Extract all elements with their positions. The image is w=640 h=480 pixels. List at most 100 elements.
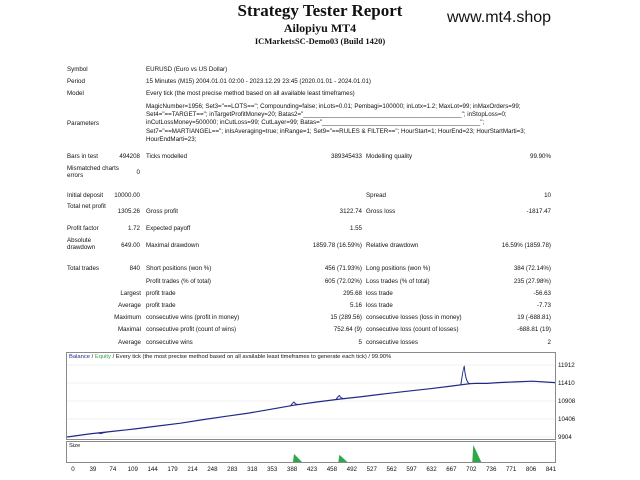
x-tick-label: 632 xyxy=(426,466,437,473)
acw-label: consecutive wins xyxy=(146,339,193,346)
lt-value: 235 (27.98%) xyxy=(513,278,551,285)
deposit-value: 10000.00 xyxy=(114,192,140,199)
mcw-value: 15 (289.56) xyxy=(330,314,362,321)
mismatch-label: Mismatched charts errors xyxy=(67,165,119,179)
equity-spike xyxy=(460,365,471,385)
ep-label: Expected payoff xyxy=(146,225,191,232)
bars-label: Bars in test xyxy=(67,153,98,160)
quality-label: Modelling quality xyxy=(366,153,413,160)
long-value: 384 (72.14%) xyxy=(513,265,551,272)
legend-description: / Every tick (the most precise method ba… xyxy=(112,354,392,360)
mcl-label: consecutive losses (loss in money) xyxy=(366,314,462,321)
x-tick-label: 806 xyxy=(525,466,537,473)
pf-label: Profit factor xyxy=(67,225,99,232)
alt-label: loss trade xyxy=(366,302,393,309)
x-tick-label: 423 xyxy=(306,466,318,473)
quality-value: 99.90% xyxy=(530,153,551,160)
volume-label: Size xyxy=(69,443,81,449)
x-tick-label: 736 xyxy=(486,466,497,473)
equity-spike xyxy=(97,431,108,435)
x-tick-label: 562 xyxy=(386,466,397,473)
mcw-label: consecutive wins (profit in money) xyxy=(146,314,240,321)
acw-value: 5 xyxy=(358,339,362,346)
trades-label: Total trades xyxy=(67,265,99,272)
pt-label: Profit trades (% of total) xyxy=(146,278,211,285)
parameters-line: Set7="==MARTIANGEL=="; inIsAveraging=tru… xyxy=(146,128,526,135)
mcl-value: 19 (-688.81) xyxy=(517,314,551,321)
balance-chart-plot xyxy=(66,364,556,438)
alt-value: -7.73 xyxy=(536,302,551,309)
short-label: Short positions (won %) xyxy=(146,265,212,272)
apt-value: 5.16 xyxy=(349,302,362,309)
x-tick-label: 353 xyxy=(266,466,278,473)
x-tick-label: 597 xyxy=(406,466,417,473)
balance-chart: Balance / Equity / Every tick (the most … xyxy=(66,352,556,440)
bars-value: 494208 xyxy=(119,153,140,160)
mcll-label: consecutive loss (count of losses) xyxy=(366,326,459,333)
grossprofit-value: 3122.74 xyxy=(339,208,362,215)
lpt-value: 295.68 xyxy=(343,290,362,297)
parameters-line: HourEndMarti=23; xyxy=(146,136,197,143)
pf-value: 1.72 xyxy=(127,225,140,232)
x-tick-label: 39 xyxy=(89,466,97,473)
mcp-value: 752.64 (9) xyxy=(333,326,362,333)
x-tick-label: 283 xyxy=(227,466,238,473)
x-tick-label: 109 xyxy=(127,466,138,473)
volume-plot xyxy=(292,444,482,462)
symbol-value: EURUSD (Euro vs US Dollar) xyxy=(146,66,228,73)
maxdd-label: Maximal drawdown xyxy=(146,242,199,249)
x-tick-label: 702 xyxy=(466,466,477,473)
x-tick-label: 388 xyxy=(286,466,298,473)
volume-bar xyxy=(338,454,348,462)
legend-balance: Balance xyxy=(69,354,90,360)
model-value: Every tick (the most precise method base… xyxy=(146,90,355,97)
parameters-line: inCutLossMoney=500000; inCutLoss=99; Cut… xyxy=(146,119,485,126)
volume-bar xyxy=(472,444,482,462)
ep-value: 1.55 xyxy=(349,225,362,232)
period-label: Period xyxy=(67,78,85,85)
equity-spike xyxy=(290,401,301,407)
deposit-label: Initial deposit xyxy=(67,192,104,199)
x-tick-label: 841 xyxy=(545,466,557,473)
equity-spike xyxy=(335,395,346,400)
x-tick-label: 179 xyxy=(167,466,178,473)
average2-label: Average xyxy=(118,339,141,346)
period-value: 15 Minutes (M15) 2004.01.01 02:00 - 2023… xyxy=(146,78,371,85)
symbol-label: Symbol xyxy=(67,66,88,73)
y-tick-label: 10406 xyxy=(558,415,576,423)
largest-label: Largest xyxy=(120,290,141,297)
grossprofit-label: Gross profit xyxy=(146,208,178,215)
x-tick-label: 0 xyxy=(71,466,75,473)
y-tick-label: 11410 xyxy=(558,379,575,387)
balance-line xyxy=(66,380,556,438)
netprofit-label: Total net profit xyxy=(67,203,106,210)
maxdd-value: 1859.78 (16.59%) xyxy=(312,242,362,249)
report-title: Strategy Tester Report xyxy=(237,1,403,20)
acl-value: 2 xyxy=(547,339,551,346)
volume-bar xyxy=(292,453,302,462)
x-tick-label: 74 xyxy=(109,466,117,473)
mcll-value: -688.81 (19) xyxy=(517,326,551,333)
mismatch-value: 0 xyxy=(136,169,140,176)
x-tick-label: 248 xyxy=(207,466,218,473)
acl-label: consecutive losses xyxy=(366,339,418,346)
x-tick-label: 318 xyxy=(247,466,258,473)
volume-chart: Size xyxy=(66,441,556,463)
server-build: ICMarketsSC-Demo03 (Build 1420) xyxy=(254,36,386,46)
x-tick-label: 144 xyxy=(147,466,158,473)
x-tick-label: 667 xyxy=(446,466,457,473)
reldd-label: Relative drawdown xyxy=(366,242,419,249)
grossloss-value: -1817.47 xyxy=(526,208,551,215)
reldd-value: 16.59% (1859.78) xyxy=(501,242,551,249)
x-tick-label: 214 xyxy=(187,466,198,473)
trades-value: 840 xyxy=(129,265,140,272)
llt-value: -56.63 xyxy=(533,290,551,297)
x-tick-label: 492 xyxy=(346,466,357,473)
llt-label: loss trade xyxy=(366,290,393,297)
grossloss-label: Gross loss xyxy=(366,208,396,215)
ticks-value: 389345433 xyxy=(331,153,362,160)
x-tick-label: 527 xyxy=(366,466,377,473)
mcp-label: consecutive profit (count of wins) xyxy=(146,326,237,333)
parameters-label: Parameters xyxy=(67,120,99,127)
y-tick-label: 9904 xyxy=(558,433,572,441)
